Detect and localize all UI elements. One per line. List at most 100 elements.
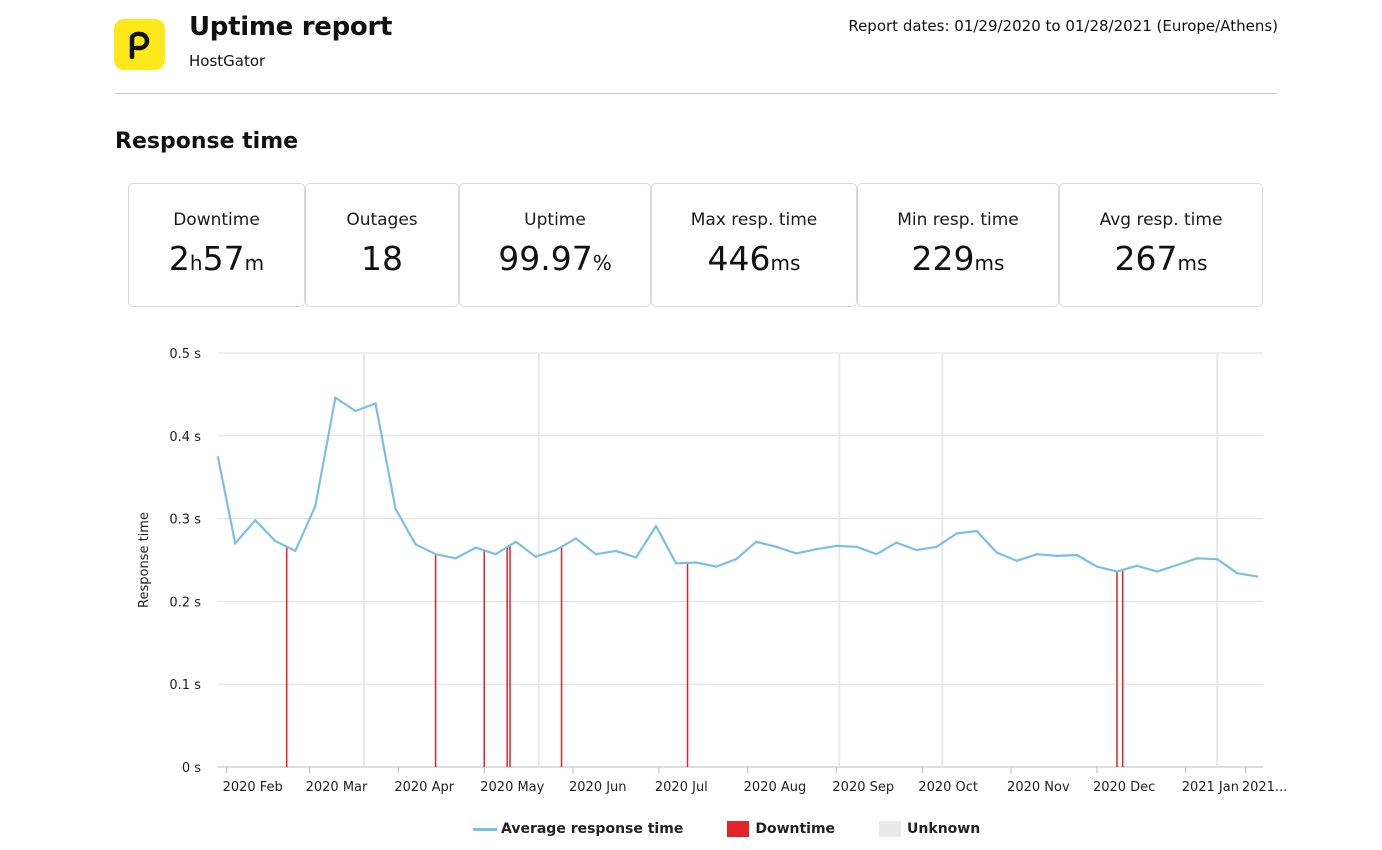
p-logo-icon	[129, 31, 149, 59]
stat-value: 2h57m	[168, 239, 265, 278]
data-point	[895, 541, 898, 544]
x-tick-label: 2020 Nov	[1007, 780, 1070, 795]
x-tick-label: 2020 Dec	[1093, 780, 1155, 795]
x-tick-label: 2020 Oct	[918, 780, 978, 795]
data-point	[434, 553, 437, 556]
legend-label: Average response time	[501, 821, 684, 837]
x-tick-label: 2020 Aug	[744, 780, 807, 795]
stat-label: Downtime	[173, 210, 260, 230]
legend-label: Downtime	[755, 821, 836, 837]
data-point	[654, 524, 658, 528]
report-dates: Report dates: 01/29/2020 to 01/28/2021 (…	[848, 17, 1278, 35]
stat-card-uptime: Uptime 99.97%	[459, 183, 651, 307]
y-tick-label: 0.4 s	[169, 430, 201, 445]
y-tick-label: 0 s	[182, 761, 201, 776]
stat-label: Min resp. time	[897, 210, 1019, 230]
data-point	[835, 544, 838, 548]
series-line-average-response-time	[216, 396, 1258, 578]
data-point	[1015, 559, 1018, 563]
data-point	[975, 529, 978, 533]
data-point	[915, 548, 918, 552]
legend-item-average[interactable]: Average response time	[473, 821, 683, 837]
data-point	[494, 553, 497, 556]
x-tick-label: 2020 Jun	[569, 780, 627, 795]
stat-value: 267ms	[1114, 239, 1208, 278]
legend-item-downtime[interactable]: Downtime	[727, 821, 835, 837]
x-tick-label: 2020 Sep	[832, 780, 894, 795]
data-point	[1055, 554, 1059, 558]
legend-label: Unknown	[907, 821, 981, 837]
chart-legend: Average response time Downtime Unknown	[473, 819, 1024, 839]
data-point	[1175, 563, 1179, 567]
data-point	[1256, 575, 1259, 578]
data-point	[1155, 570, 1159, 573]
section-title: Response time	[115, 129, 299, 154]
response-time-chart: 0 s 0.1 s 0.2 s 0.3 s 0.4 s 0.5 s 2020 Feb 2020…	[137, 347, 1287, 795]
y-axis-label: Response time	[137, 512, 152, 608]
x-tick-label: 2021 Jan	[1182, 780, 1239, 795]
data-point	[294, 549, 297, 553]
stat-value: 18	[361, 239, 403, 278]
x-tick-label: 2020 Mar	[306, 780, 368, 795]
stat-value: 446ms	[707, 239, 801, 278]
app-logo	[114, 19, 165, 70]
data-point	[1236, 572, 1239, 575]
data-point	[1075, 553, 1079, 557]
data-point	[1195, 557, 1199, 560]
stat-label: Uptime	[524, 210, 586, 230]
stat-label: Outages	[346, 210, 418, 230]
data-point	[594, 553, 598, 556]
data-point	[274, 539, 277, 543]
header-divider	[115, 93, 1277, 94]
y-tick-label: 0.1 s	[169, 678, 201, 693]
x-tick-label: 2020 May	[480, 780, 544, 795]
data-point	[354, 409, 357, 413]
x-tick-label: 2020 Jul	[655, 780, 708, 795]
data-point	[694, 561, 698, 564]
y-tick-label: 0.3 s	[169, 513, 201, 528]
data-point	[1095, 565, 1099, 568]
data-point	[534, 555, 537, 558]
stat-card-avg-resp: Avg resp. time 267ms	[1059, 183, 1263, 307]
legend-red-swatch	[727, 821, 750, 837]
data-point	[334, 396, 337, 399]
data-point	[254, 519, 257, 522]
data-point	[935, 545, 938, 548]
stat-card-downtime: Downtime 2h57m	[128, 183, 305, 307]
y-tick-label: 0.5 s	[169, 347, 201, 362]
data-point	[955, 532, 958, 535]
legend-line-swatch	[473, 827, 497, 831]
x-tick-label: 2020 Feb	[223, 780, 283, 795]
stat-card-min-resp: Min resp. time 229ms	[857, 183, 1059, 307]
data-point	[755, 540, 758, 543]
data-point	[1135, 564, 1139, 567]
data-point	[775, 545, 778, 548]
data-point	[1035, 553, 1039, 556]
data-point	[394, 507, 397, 510]
data-point	[714, 565, 718, 568]
stat-value: 99.97%	[498, 239, 612, 278]
data-point	[314, 504, 317, 508]
data-point	[474, 546, 477, 549]
data-point	[414, 543, 417, 546]
data-point	[795, 552, 798, 555]
report-subtitle: HostGator	[189, 52, 266, 70]
data-point	[233, 542, 237, 545]
data-point	[855, 545, 858, 548]
data-point	[554, 548, 558, 552]
data-point	[454, 557, 457, 560]
data-point	[1215, 557, 1219, 561]
data-point	[514, 540, 517, 543]
report-title: Uptime report	[189, 12, 393, 42]
x-tick-label: 2021...	[1242, 780, 1287, 795]
data-point	[374, 402, 377, 405]
data-point	[995, 551, 998, 554]
legend-item-unknown[interactable]: Unknown	[879, 821, 980, 837]
data-point	[216, 456, 220, 459]
stat-label: Avg resp. time	[1099, 210, 1223, 230]
stat-value: 229ms	[911, 239, 1005, 278]
data-point	[1115, 570, 1119, 573]
data-point	[875, 553, 878, 556]
y-tick-label: 0.2 s	[169, 595, 201, 610]
x-tick-label: 2020 Apr	[394, 780, 454, 795]
